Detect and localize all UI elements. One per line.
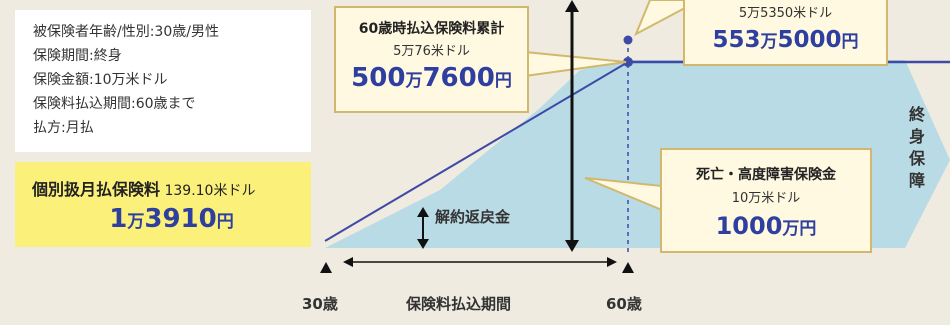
surrender-arrow-down-icon [417, 239, 429, 249]
cumulative-yen-man: 500 [351, 63, 406, 93]
info-payment-period: 保険料払込期間:60歳まで [33, 96, 196, 112]
death-benefit-title: 死亡・高度障害保険金 [696, 167, 836, 183]
premium-yen-man-unit: 万 [127, 212, 145, 232]
premium-yen-rest: 3910 [144, 204, 217, 234]
payment-period-label: 保険料払込期間 [406, 295, 512, 313]
premium-label: 個別扱月払保険料 [32, 180, 161, 199]
side-label-char: 保 [908, 149, 925, 168]
top-usd: 5万5350米ドル [738, 6, 833, 21]
side-label-char: 終 [908, 105, 925, 124]
payment-period-arrow-left-icon [343, 257, 353, 267]
info-insured: 被保険者年齢/性別:30歳/男性 [33, 24, 219, 40]
top-yen-rest: 5000 [777, 27, 842, 53]
top-yen-man: 553 [712, 27, 761, 53]
death-benefit-yen-unit: 万円 [782, 219, 817, 239]
side-label-char: 障 [908, 171, 925, 190]
side-label-char: 身 [908, 127, 925, 146]
premium-yen: 1万3910円 [32, 204, 311, 234]
top-yen: 553万5000円 [685, 27, 886, 53]
premium-yen-man: 1 [109, 204, 128, 234]
cumulative-usd: 5万76米ドル [393, 44, 470, 59]
cumulative-yen-rest: 7600 [422, 63, 495, 93]
cumulative-yen: 500万7600円 [336, 63, 527, 93]
death-benefit-yen-num: 1000 [715, 212, 783, 240]
top-value-callout: 5万5350米ドル 553万5000円 [683, 0, 888, 66]
death-benefit-callout: 死亡・高度障害保険金 10万米ドル 1000万円 [660, 148, 872, 253]
info-term: 保険期間:終身 [33, 48, 122, 64]
info-payment-method: 払方:月払 [33, 120, 94, 136]
cumulative-yen-unit: 円 [494, 71, 512, 91]
policy-info-panel: 被保険者年齢/性別:30歳/男性 保険期間:終身 保険金額:10万米ドル 保険料… [15, 10, 311, 152]
death-benefit-yen: 1000万円 [662, 212, 870, 240]
cumulative-point [623, 57, 633, 67]
age-60-marker-icon [622, 262, 634, 273]
age-end-label: 60歳 [606, 295, 642, 313]
cumulative-yen-man-unit: 万 [405, 71, 423, 91]
info-amount: 保険金額:10万米ドル [33, 72, 168, 88]
premium-usd: 139.10米ドル [164, 183, 256, 199]
age-30-marker-icon [320, 262, 332, 273]
premium-yen-unit: 円 [216, 212, 234, 232]
payment-period-arrow-right-icon [607, 257, 617, 267]
monthly-premium-box: 個別扱月払保険料 139.10米ドル 1万3910円 [15, 162, 311, 247]
death-benefit-usd: 10万米ドル [731, 191, 801, 206]
surrender-value-label: 解約返戻金 [435, 208, 511, 226]
cumulative-premium-line [324, 61, 629, 242]
surrender-arrow-up-icon [417, 207, 429, 217]
vertical-arrow-down-icon [565, 240, 579, 252]
cumulative-premium-callout: 60歳時払込保険料累計 5万76米ドル 500万7600円 [334, 6, 529, 113]
top-point [623, 35, 633, 45]
age-start-label: 30歳 [302, 295, 338, 313]
cumulative-title: 60歳時払込保険料累計 [358, 21, 505, 37]
lifetime-coverage-label: 終 身 保 障 [905, 104, 929, 192]
top-yen-unit: 円 [841, 32, 859, 52]
top-yen-man-unit: 万 [760, 32, 778, 52]
vertical-arrow-up-icon [565, 0, 579, 12]
